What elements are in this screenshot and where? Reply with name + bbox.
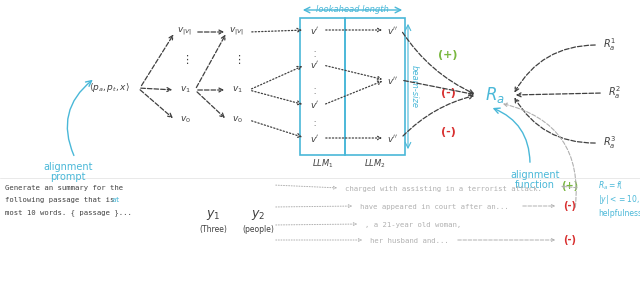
Text: (-): (-) [440,127,456,137]
Text: $\cdot$: $\cdot$ [313,84,317,90]
Text: $v_{|V|}$: $v_{|V|}$ [177,26,193,38]
Text: prompt: prompt [51,172,86,182]
Text: (+): (+) [438,50,458,60]
Text: $v_{|V|}$: $v_{|V|}$ [230,26,244,38]
Text: $LLM_1$: $LLM_1$ [312,157,333,169]
Text: $R_a^3$: $R_a^3$ [604,134,617,151]
Text: beam-size: beam-size [410,65,419,108]
Bar [300,18,345,155]
Text: (people): (people) [242,225,274,234]
Text: $R_a$: $R_a$ [485,85,505,105]
Text: function: function [515,180,555,190]
Text: $v'$: $v'$ [310,59,320,71]
Text: (+): (+) [561,181,579,191]
Text: $|y| <=10,$: $|y| <=10,$ [598,193,639,207]
Text: charged with assisting in a terrorist attack.: charged with assisting in a terrorist at… [345,186,542,192]
Text: $v_1$: $v_1$ [232,85,243,95]
Text: (Three): (Three) [199,225,227,234]
Bar [345,18,405,155]
Text: alignment: alignment [510,170,560,180]
Text: her husband and...: her husband and... [370,238,449,244]
Text: $v_1$: $v_1$ [180,85,191,95]
Text: $v'$: $v'$ [310,25,320,35]
Text: $v_0$: $v_0$ [232,115,243,125]
Text: $y_2$: $y_2$ [251,208,265,222]
Text: $v''$: $v''$ [387,74,399,86]
Text: $R_a = f($: $R_a = f($ [598,180,623,192]
Text: $\cdot$: $\cdot$ [313,52,317,58]
Text: lookahead length: lookahead length [316,5,389,14]
Text: $R_a^1$: $R_a^1$ [604,37,616,53]
Text: $LLM_2$: $LLM_2$ [364,157,386,169]
Text: $v''$: $v''$ [387,132,399,144]
Text: $\vdots$: $\vdots$ [181,54,189,67]
Text: most 10 words. { passage }...: most 10 words. { passage }... [5,209,132,216]
Text: have appeared in court after an...: have appeared in court after an... [360,204,509,210]
Text: $v''$: $v''$ [387,25,399,35]
Text: $v_0$: $v_0$ [180,115,191,125]
Text: (-): (-) [563,235,577,245]
Text: $\cdot$: $\cdot$ [313,89,317,95]
Text: $y_1$: $y_1$ [206,208,220,222]
Text: $R_a^2$: $R_a^2$ [609,85,621,101]
Text: (-): (-) [440,88,456,98]
Text: alignment: alignment [44,162,93,172]
Text: $\cdot$: $\cdot$ [313,47,317,53]
Text: $\cdot$: $\cdot$ [313,121,317,127]
Text: $v'$: $v'$ [310,132,320,144]
Text: $\vdots$: $\vdots$ [233,54,241,67]
Text: , a 21-year old woman,: , a 21-year old woman, [365,222,461,228]
Text: at: at [111,197,120,203]
Text: $v'$: $v'$ [310,100,320,110]
Text: $\cdot$: $\cdot$ [313,117,317,123]
Text: Generate an summary for the: Generate an summary for the [5,185,123,191]
Text: following passage that is: following passage that is [5,197,119,203]
Text: (-): (-) [563,201,577,211]
Text: $\langle p_a, p_t, x\rangle$: $\langle p_a, p_t, x\rangle$ [90,81,131,95]
Text: helpfulness): helpfulness) [598,209,640,217]
